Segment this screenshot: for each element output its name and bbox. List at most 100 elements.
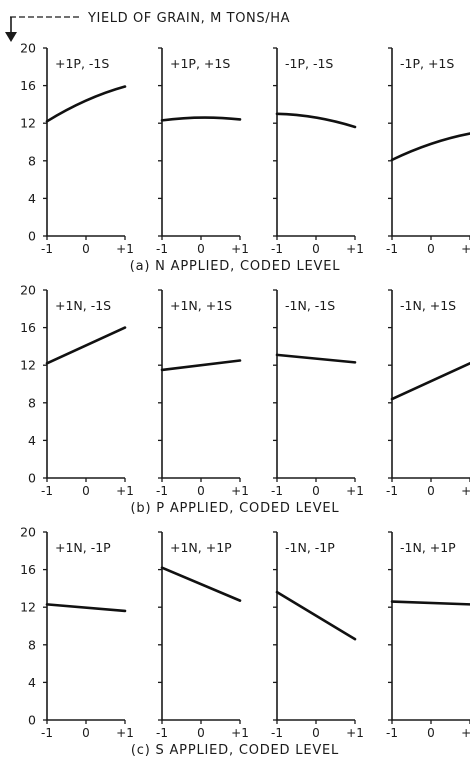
panel-label: +1N, -1S (55, 298, 111, 313)
series-line (45, 326, 127, 365)
y-tick-label: 12 (20, 358, 36, 373)
panel-3-4: -1 0 +1 -1N, +1P (386, 531, 470, 740)
series-line (160, 566, 242, 602)
x-tick-label: +1 (231, 484, 249, 498)
panel-label: +1P, +1S (170, 56, 230, 71)
figure-ylabel: YIELD OF GRAIN, M TONS/HA (87, 11, 290, 26)
figure-header: YIELD OF GRAIN, M TONS/HA (5, 11, 290, 42)
panel-axes (161, 532, 240, 721)
y-tick-label: 16 (20, 562, 36, 577)
x-tick-label: -1 (156, 484, 168, 498)
panel-2-4: -1 0 +1 -1N, +1S (386, 289, 470, 498)
y-tick-label: 20 (20, 525, 36, 540)
series-line (275, 112, 357, 129)
panel-1-1: -1 0 +1 +1P, -1S (41, 47, 134, 256)
x-tick-label: 0 (312, 242, 320, 256)
x-tick-label: 0 (427, 484, 435, 498)
panel-axes (276, 48, 355, 237)
chart-row-1: 0 4 8 12 16 20 -1 0 +1 +1P, -1S -1 0 +1 +1P, +1S -1 0 +1… (20, 41, 470, 274)
x-tick-label: +1 (116, 726, 134, 740)
row-xlabel: (a) N APPLIED, CODED LEVEL (130, 259, 341, 274)
y-tick-label: 12 (20, 600, 36, 615)
panel-label: -1P, -1S (285, 56, 333, 71)
series-line (275, 590, 357, 641)
x-tick-label: -1 (41, 484, 53, 498)
panel-axes (161, 48, 240, 237)
panel-2-3: -1 0 +1 -1N, -1S (271, 289, 364, 498)
y-tick-label: 8 (28, 637, 36, 652)
panel-label: -1P, +1S (400, 56, 454, 71)
x-tick-label: 0 (427, 242, 435, 256)
panel-3-3: -1 0 +1 -1N, -1P (271, 531, 364, 740)
x-tick-label: -1 (271, 484, 283, 498)
y-tick-label: 20 (20, 41, 36, 56)
y-tick-label: 4 (28, 675, 36, 690)
y-tick-label: 4 (28, 433, 36, 448)
x-tick-label: +1 (231, 242, 249, 256)
series-line (390, 132, 470, 162)
x-tick-label: +1 (346, 242, 364, 256)
panel-1-2: -1 0 +1 +1P, +1S (156, 47, 249, 256)
x-tick-label: -1 (386, 242, 398, 256)
panel-label: +1N, -1P (55, 540, 111, 555)
row-xlabel: (b) P APPLIED, CODED LEVEL (131, 501, 340, 516)
x-tick-label: 0 (82, 726, 90, 740)
ylabel-arrow-head-icon (5, 32, 17, 42)
panel-axes (391, 290, 470, 479)
y-tick-label: 0 (28, 229, 36, 244)
panel-label: -1N, -1P (285, 540, 335, 555)
y-tick-label: 0 (28, 471, 36, 486)
x-tick-label: +1 (461, 242, 470, 256)
panel-axes (46, 48, 125, 237)
series-line (160, 116, 242, 122)
x-tick-label: 0 (82, 242, 90, 256)
panel-axes (391, 532, 470, 721)
x-tick-label: -1 (386, 726, 398, 740)
y-tick-label: 0 (28, 713, 36, 728)
series-line (45, 85, 127, 123)
series-line (160, 359, 242, 372)
y-tick-label: 8 (28, 153, 36, 168)
x-tick-label: +1 (116, 242, 134, 256)
y-tick-label: 20 (20, 283, 36, 298)
panel-3-1: -1 0 +1 +1N, -1P (41, 531, 134, 740)
panel-axes (161, 290, 240, 479)
panel-2-1: -1 0 +1 +1N, -1S (41, 289, 134, 498)
x-tick-label: +1 (346, 484, 364, 498)
x-tick-label: 0 (197, 726, 205, 740)
x-tick-label: 0 (197, 484, 205, 498)
chart-row-2: 0 4 8 12 16 20 -1 0 +1 +1N, -1S -1 0 +1 +1N, +1S -1 0 +1… (20, 283, 470, 516)
y-tick-label: 4 (28, 191, 36, 206)
panel-axes (46, 532, 125, 721)
y-tick-label: 8 (28, 395, 36, 410)
y-tick-label: 12 (20, 116, 36, 131)
panel-label: +1N, +1S (170, 298, 232, 313)
x-tick-label: -1 (271, 726, 283, 740)
panel-label: +1P, -1S (55, 56, 109, 71)
x-tick-label: +1 (231, 726, 249, 740)
series-line (390, 362, 470, 401)
x-tick-label: 0 (82, 484, 90, 498)
chart-row-3: 0 4 8 12 16 20 -1 0 +1 +1N, -1P -1 0 +1 +1N, +1P -1 0 +1… (20, 525, 470, 758)
x-tick-label: +1 (116, 484, 134, 498)
panel-3-2: -1 0 +1 +1N, +1P (156, 531, 249, 740)
y-tick-label: 16 (20, 320, 36, 335)
series-line (45, 603, 127, 613)
panel-axes (276, 532, 355, 721)
panel-2-2: -1 0 +1 +1N, +1S (156, 289, 249, 498)
series-line (390, 600, 470, 606)
panel-label: -1N, +1S (400, 298, 456, 313)
x-tick-label: -1 (156, 726, 168, 740)
panel-1-4: -1 0 +1 -1P, +1S (386, 47, 470, 256)
x-tick-label: 0 (312, 726, 320, 740)
row-xlabel: (c) S APPLIED, CODED LEVEL (131, 743, 339, 758)
x-tick-label: +1 (461, 484, 470, 498)
x-tick-label: 0 (312, 484, 320, 498)
panel-1-3: -1 0 +1 -1P, -1S (271, 47, 364, 256)
series-line (275, 353, 357, 364)
x-tick-label: -1 (386, 484, 398, 498)
panel-axes (276, 290, 355, 479)
x-tick-label: +1 (346, 726, 364, 740)
y-tick-label: 16 (20, 78, 36, 93)
